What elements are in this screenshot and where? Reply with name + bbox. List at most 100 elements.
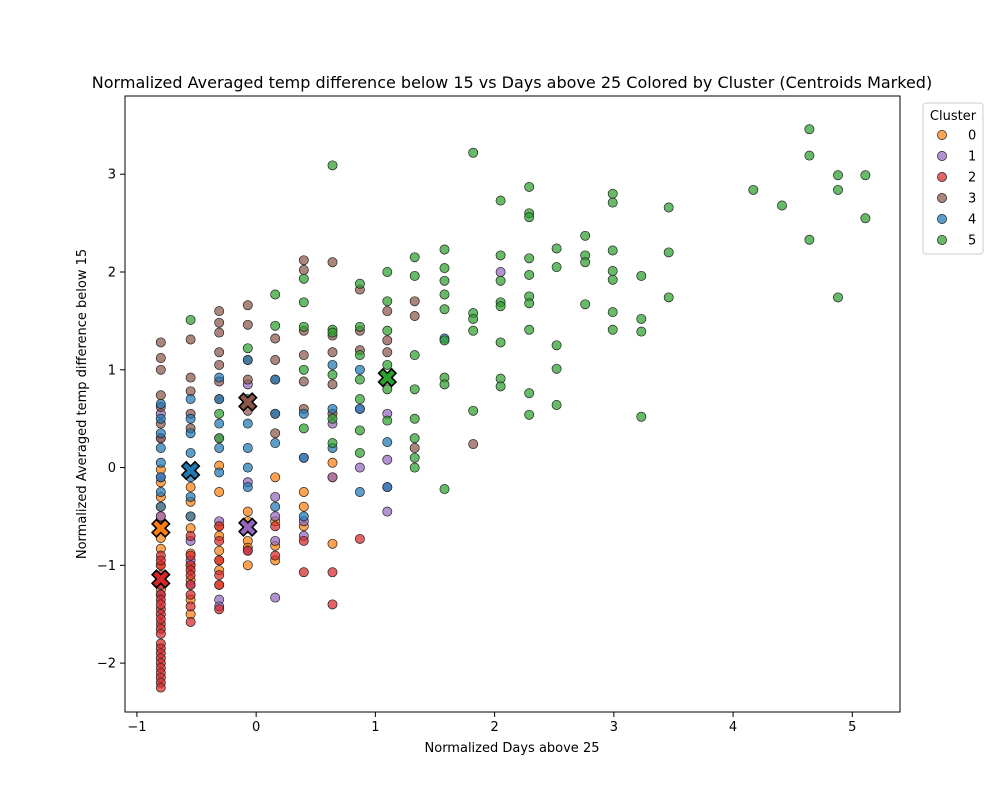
data-point-cluster-5	[439, 335, 450, 346]
data-point-cluster-5	[607, 307, 618, 318]
data-point-cluster-4	[214, 394, 225, 405]
data-point-cluster-5	[860, 170, 871, 181]
data-point-cluster-5	[439, 484, 450, 495]
data-point-cluster-5	[382, 384, 393, 395]
data-point-cluster-3	[155, 364, 166, 375]
data-point-cluster-5	[636, 270, 647, 281]
data-point-cluster-4	[242, 418, 253, 429]
data-point-cluster-4	[270, 374, 281, 385]
data-point-cluster-5	[663, 202, 674, 213]
legend-marker-cluster-4	[937, 214, 947, 224]
centroid-marker-cluster-1	[237, 517, 258, 538]
data-point-cluster-5	[242, 343, 253, 354]
data-point-cluster-3	[155, 390, 166, 401]
data-point-cluster-2	[298, 535, 309, 546]
data-point-cluster-1	[270, 511, 281, 522]
data-point-cluster-5	[833, 170, 843, 181]
data-point-cluster-2	[214, 570, 225, 581]
data-point-cluster-5	[270, 320, 281, 331]
data-point-cluster-4	[270, 438, 281, 449]
data-point-cluster-5	[409, 413, 420, 424]
data-point-cluster-3	[382, 347, 393, 358]
centroid-marker-cluster-2	[150, 569, 171, 589]
data-point-cluster-5	[551, 400, 562, 410]
data-point-cluster-4	[354, 364, 365, 375]
data-point-cluster-0	[242, 506, 253, 517]
data-point-cluster-3	[468, 439, 479, 450]
data-point-cluster-4	[242, 443, 253, 453]
y-tick-label: 0	[108, 461, 116, 476]
data-point-cluster-2	[185, 589, 196, 600]
data-point-cluster-5	[860, 213, 871, 224]
data-point-cluster-4	[155, 428, 166, 439]
data-point-cluster-3	[214, 317, 225, 328]
data-point-cluster-2	[270, 550, 281, 561]
data-point-cluster-2	[185, 531, 196, 541]
data-point-cluster-5	[468, 147, 479, 158]
data-point-cluster-4	[214, 372, 225, 383]
data-point-cluster-2	[155, 614, 166, 625]
data-point-cluster-0	[327, 538, 338, 549]
data-point-cluster-4	[155, 399, 166, 409]
data-point-cluster-5	[298, 364, 309, 375]
data-point-cluster-5	[524, 324, 535, 335]
data-point-cluster-4	[298, 408, 309, 419]
data-point-cluster-5	[409, 252, 420, 263]
data-point-cluster-3	[185, 334, 196, 345]
data-point-cluster-4	[185, 511, 196, 522]
data-point-cluster-2	[354, 533, 365, 544]
data-point-cluster-5	[804, 124, 815, 135]
data-point-cluster-3	[185, 372, 196, 383]
data-point-cluster-1	[327, 472, 338, 483]
data-point-cluster-1	[270, 592, 281, 603]
data-point-cluster-1	[270, 535, 281, 546]
data-point-cluster-2	[185, 601, 196, 612]
data-point-cluster-4	[155, 457, 166, 468]
data-point-cluster-2	[155, 682, 166, 693]
data-point-cluster-5	[580, 257, 591, 268]
data-point-cluster-5	[468, 325, 479, 336]
data-point-cluster-4	[155, 443, 166, 453]
data-point-cluster-4	[185, 428, 196, 439]
data-point-cluster-5	[382, 267, 393, 277]
data-point-cluster-5	[833, 292, 843, 303]
data-point-cluster-4	[382, 482, 393, 493]
data-point-cluster-5	[354, 447, 365, 458]
data-point-cluster-5	[551, 243, 562, 254]
data-point-cluster-5	[551, 340, 562, 351]
data-point-cluster-5	[468, 313, 479, 324]
data-point-cluster-5	[495, 250, 506, 261]
data-point-cluster-5	[185, 314, 196, 325]
data-point-cluster-5	[607, 188, 618, 199]
data-point-cluster-4	[155, 501, 166, 512]
data-point-cluster-4	[155, 487, 166, 497]
data-point-cluster-5	[409, 462, 420, 473]
data-point-cluster-5	[580, 299, 591, 310]
data-point-cluster-3	[270, 355, 281, 365]
data-point-cluster-5	[748, 184, 759, 195]
x-tick-label: 1	[371, 720, 379, 735]
data-point-cluster-5	[636, 411, 647, 422]
data-point-cluster-4	[242, 462, 253, 473]
data-point-cluster-4	[214, 467, 225, 478]
data-point-cluster-3	[214, 327, 225, 338]
data-point-cluster-4	[354, 403, 365, 414]
data-point-cluster-3	[409, 311, 420, 321]
data-point-cluster-2	[214, 604, 225, 615]
legend-label-cluster-1: 1	[968, 150, 976, 165]
data-point-cluster-5	[551, 262, 562, 273]
data-point-cluster-5	[298, 423, 309, 434]
data-point-cluster-5	[409, 433, 420, 444]
data-point-cluster-5	[607, 266, 618, 276]
data-point-cluster-3	[242, 319, 253, 330]
data-point-cluster-0	[270, 472, 281, 483]
data-point-cluster-1	[382, 506, 393, 517]
data-point-cluster-3	[327, 257, 338, 268]
legend-label-cluster-0: 0	[968, 129, 976, 144]
data-point-cluster-5	[439, 275, 450, 286]
data-point-cluster-2	[214, 535, 225, 546]
data-point-cluster-5	[327, 327, 338, 338]
data-point-cluster-3	[382, 335, 393, 346]
data-point-cluster-5	[214, 408, 225, 419]
legend-label-cluster-2: 2	[968, 171, 976, 186]
